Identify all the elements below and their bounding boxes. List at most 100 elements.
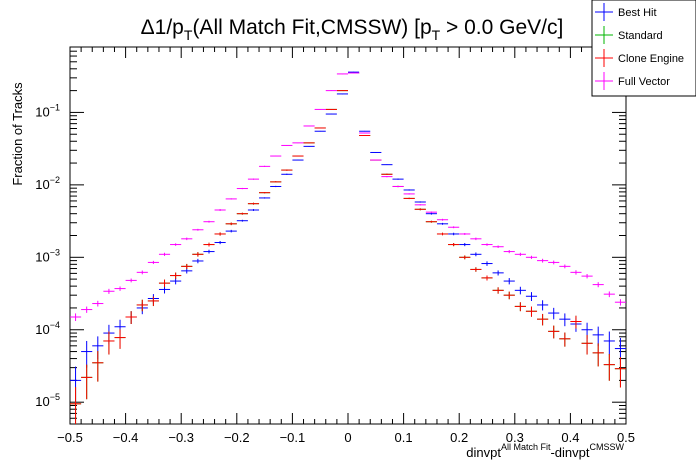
data-point <box>170 278 182 285</box>
data-point <box>192 228 204 231</box>
data-point <box>359 135 371 137</box>
data-point <box>125 278 137 283</box>
data-point <box>514 286 526 295</box>
data-point <box>392 178 404 180</box>
data-point <box>459 233 471 235</box>
data-point <box>325 108 337 110</box>
data-point <box>259 197 271 199</box>
data-point <box>537 300 549 311</box>
data-point <box>381 173 393 175</box>
data-point <box>492 270 504 276</box>
data-point <box>425 211 437 213</box>
data-point <box>514 252 526 256</box>
data-point <box>103 331 115 355</box>
data-point <box>503 291 515 300</box>
data-point <box>359 130 371 132</box>
data-point <box>448 232 460 236</box>
data-point <box>203 242 215 247</box>
data-point <box>570 315 582 329</box>
data-point <box>270 185 282 188</box>
x-tick-label: 0 <box>344 430 351 445</box>
legend-item-best-hit: Best Hit <box>595 3 657 21</box>
x-axis-label: dinvptAll Match Fit-dinvptCMSSW <box>466 442 624 460</box>
data-point <box>348 72 360 74</box>
data-point <box>459 243 471 247</box>
data-point <box>259 165 271 168</box>
data-point <box>214 209 226 211</box>
data-point <box>158 279 171 288</box>
data-point <box>303 142 315 144</box>
svg-text:Full Vector: Full Vector <box>618 76 670 88</box>
data-point <box>236 212 248 215</box>
x-tick-label: 0.4 <box>561 430 579 445</box>
data-point <box>225 222 237 226</box>
data-point <box>303 125 315 127</box>
data-point <box>325 113 337 115</box>
data-point <box>236 187 248 190</box>
data-point <box>270 155 282 157</box>
data-point <box>514 302 526 312</box>
data-point <box>292 155 304 157</box>
data-point <box>603 331 615 355</box>
legend-item-standard: Standard <box>595 26 663 44</box>
data-point <box>403 197 415 200</box>
data-point <box>381 164 393 166</box>
y-axis: 10−5 10−4 10−3 10−2 10−1 <box>35 46 626 419</box>
data-point <box>592 326 604 347</box>
x-tick-label: −0.1 <box>280 430 306 445</box>
y-tick-label: 10−3 <box>35 247 60 264</box>
data-point <box>425 220 437 223</box>
data-point <box>470 267 482 272</box>
data-point <box>281 144 293 146</box>
chart-title: Δ1/pT(All Match Fit,CMSSW) [pT > 0.0 GeV… <box>141 16 564 43</box>
data-point <box>359 132 371 134</box>
data-point <box>336 90 348 92</box>
data-point <box>170 272 182 279</box>
data-point <box>314 130 326 132</box>
data-point <box>181 237 193 241</box>
data-point <box>181 268 193 274</box>
x-tick-label: 0.3 <box>506 430 524 445</box>
data-point <box>136 270 148 275</box>
series-clone-engine <box>70 72 626 424</box>
data-point <box>614 299 626 306</box>
data-point <box>581 335 593 355</box>
data-point <box>292 142 304 144</box>
data-point <box>336 73 348 75</box>
data-point <box>459 255 471 260</box>
data-point <box>70 313 82 322</box>
data-point <box>281 173 293 175</box>
data-point <box>470 252 482 257</box>
data-point <box>548 325 560 339</box>
x-tick-label: −0.4 <box>113 430 139 445</box>
data-point <box>270 181 282 183</box>
data-point <box>236 219 248 222</box>
svg-text:Best Hit: Best Hit <box>618 7 657 19</box>
legend-item-full-vector: Full Vector <box>595 72 670 90</box>
data-point <box>158 252 171 256</box>
data-point <box>603 354 615 381</box>
data-point <box>537 313 549 326</box>
series-standard <box>70 72 626 424</box>
data-point <box>414 208 426 211</box>
data-point <box>403 193 415 195</box>
data-point <box>559 332 571 347</box>
data-point <box>203 249 215 254</box>
data-point <box>314 127 326 129</box>
data-point <box>147 260 159 265</box>
data-point <box>81 340 93 368</box>
data-point <box>414 201 426 203</box>
data-point <box>70 387 82 424</box>
data-point <box>436 232 449 236</box>
data-point <box>525 292 538 301</box>
data-point <box>203 220 215 223</box>
data-point <box>525 306 538 317</box>
data-point <box>414 204 426 206</box>
data-point <box>314 108 326 110</box>
data-point <box>525 255 538 259</box>
data-point <box>537 258 549 263</box>
data-point <box>425 212 437 215</box>
data-point <box>114 329 126 349</box>
data-point <box>392 185 404 188</box>
data-point <box>559 313 571 327</box>
